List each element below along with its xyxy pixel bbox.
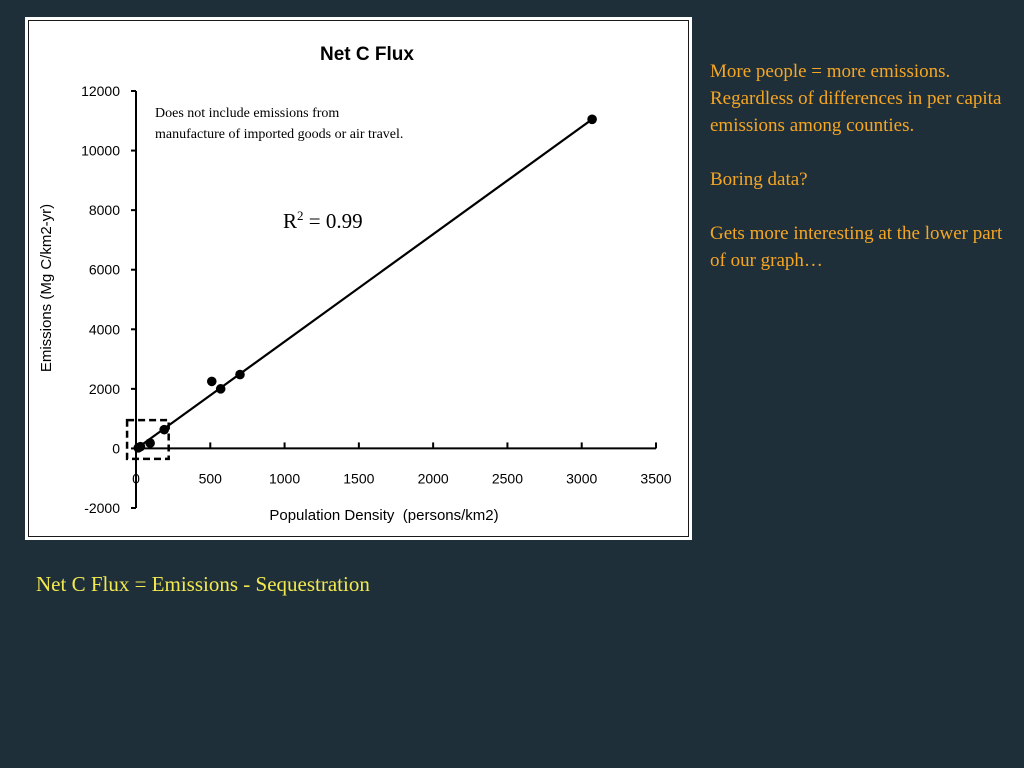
annotation-note-line2: manufacture of imported goods or air tra… bbox=[155, 127, 403, 142]
r2-prefix: R bbox=[283, 209, 297, 233]
y-tick-label: 8000 bbox=[89, 202, 120, 218]
data-point bbox=[587, 114, 597, 125]
x-tick-label: 2000 bbox=[418, 470, 449, 486]
data-point bbox=[215, 384, 226, 394]
chart-title: Net C Flux bbox=[320, 44, 414, 65]
y-axis-label: Emissions (Mg C/km2-yr) bbox=[38, 204, 55, 372]
y-tick-label: 2000 bbox=[89, 381, 120, 397]
scatter-chart: Net C Flux -2000020004000600080001000012… bbox=[38, 44, 672, 524]
y-tick-label: 0 bbox=[112, 440, 120, 456]
x-axis-label: Population Density (persons/km2) bbox=[269, 507, 498, 524]
r-squared-annotation: R2 = 0.99 bbox=[283, 208, 363, 233]
data-point bbox=[206, 376, 217, 387]
y-tick-label: 6000 bbox=[89, 262, 120, 278]
x-tick-label: 1000 bbox=[269, 470, 300, 486]
tick-labels: -2000 0 2000 4000 6000 8000 10000 12000 0 500 1000… bbox=[81, 83, 672, 516]
r2-superscript: 2 bbox=[297, 208, 304, 223]
x-tick-label: 2500 bbox=[492, 470, 523, 486]
trendline-layer bbox=[135, 118, 593, 450]
r2-value: = 0.99 bbox=[304, 209, 363, 233]
side-note-1: More people = more emissions. Regardless… bbox=[710, 61, 1002, 136]
bottom-caption: Net C Flux = Emissions - Sequestration bbox=[36, 572, 370, 596]
data-points bbox=[133, 114, 597, 453]
trendline bbox=[135, 118, 593, 450]
data-point bbox=[135, 441, 146, 452]
y-tick-label: 12000 bbox=[81, 83, 120, 99]
x-tick-label: 0 bbox=[132, 470, 140, 486]
annotation-note-line1: Does not include emissions from bbox=[155, 106, 339, 121]
x-tick-label: 500 bbox=[199, 470, 223, 486]
x-tick-label: 1500 bbox=[343, 470, 374, 486]
y-tick-label: -2000 bbox=[84, 500, 120, 516]
x-tick-label: 3000 bbox=[566, 470, 597, 486]
x-tick-label: 3500 bbox=[640, 470, 671, 486]
chart-frame: Net C Flux -2000 0 2000 4000 6000 8000 10000 12… bbox=[25, 17, 692, 540]
side-notes: More people = more emissions. Regardless… bbox=[710, 58, 1010, 301]
side-note-3: Gets more interesting at the lower part … bbox=[710, 223, 1003, 271]
highlight-box-layer bbox=[125, 418, 170, 461]
y-tick-label: 10000 bbox=[81, 143, 120, 159]
data-point bbox=[145, 438, 155, 448]
highlight-box bbox=[125, 418, 170, 461]
axes bbox=[131, 90, 657, 509]
side-note-2: Boring data? bbox=[710, 169, 808, 190]
y-tick-label: 4000 bbox=[89, 321, 120, 337]
data-point bbox=[235, 369, 245, 380]
data-point bbox=[159, 424, 170, 435]
